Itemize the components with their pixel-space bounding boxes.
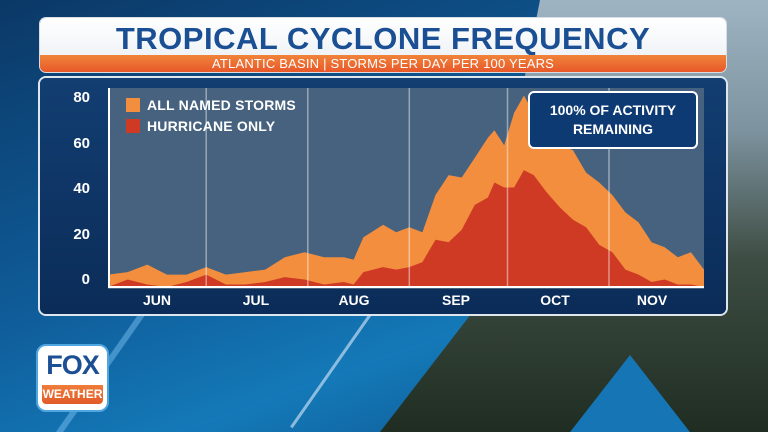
chart-panel: 80 60 40 20 0 ALL NAMED STORMS HURRICANE… — [40, 78, 726, 314]
chart-title: TROPICAL CYCLONE FREQUENCY — [115, 21, 651, 56]
legend-item-hurricane-only: HURRICANE ONLY — [126, 118, 275, 134]
y-tick-40: 40 — [73, 180, 90, 197]
month-gridlines — [205, 88, 610, 287]
logo-weather-text: WEATHER — [42, 385, 103, 404]
title-banner: TROPICAL CYCLONE FREQUENCY ATLANTIC BASI… — [40, 18, 726, 72]
hurricane-only-area — [108, 170, 704, 287]
chart-subtitle: ATLANTIC BASIN | STORMS PER DAY PER 100 … — [211, 56, 555, 71]
x-tick-jun: JUN — [142, 292, 171, 308]
fox-weather-logo: FOX WEATHER — [36, 344, 109, 412]
logo-fox-text: FOX — [46, 350, 100, 380]
x-tick-oct: OCT — [540, 292, 570, 308]
callout-line-1: 100% OF ACTIVITY — [549, 102, 677, 118]
y-tick-0: 0 — [81, 271, 90, 288]
y-tick-80: 80 — [73, 89, 90, 106]
y-tick-60: 60 — [73, 135, 90, 152]
y-tick-20: 20 — [73, 226, 90, 243]
background-triangle — [560, 355, 700, 432]
legend-item-all-named-storms: ALL NAMED STORMS — [126, 97, 296, 113]
x-tick-jul: JUL — [242, 292, 270, 308]
legend-label: HURRICANE ONLY — [147, 118, 276, 134]
x-tick-aug: AUG — [338, 292, 370, 308]
legend-swatch-red — [126, 119, 140, 133]
legend-swatch-orange — [126, 98, 140, 112]
activity-callout: 100% OF ACTIVITY REMAINING — [528, 91, 698, 149]
subtitle-bar: ATLANTIC BASIN | STORMS PER DAY PER 100 … — [40, 55, 726, 72]
legend-label: ALL NAMED STORMS — [147, 97, 296, 113]
x-tick-nov: NOV — [636, 292, 668, 308]
callout-line-2: REMAINING — [572, 121, 654, 137]
x-tick-sep: SEP — [441, 292, 470, 308]
